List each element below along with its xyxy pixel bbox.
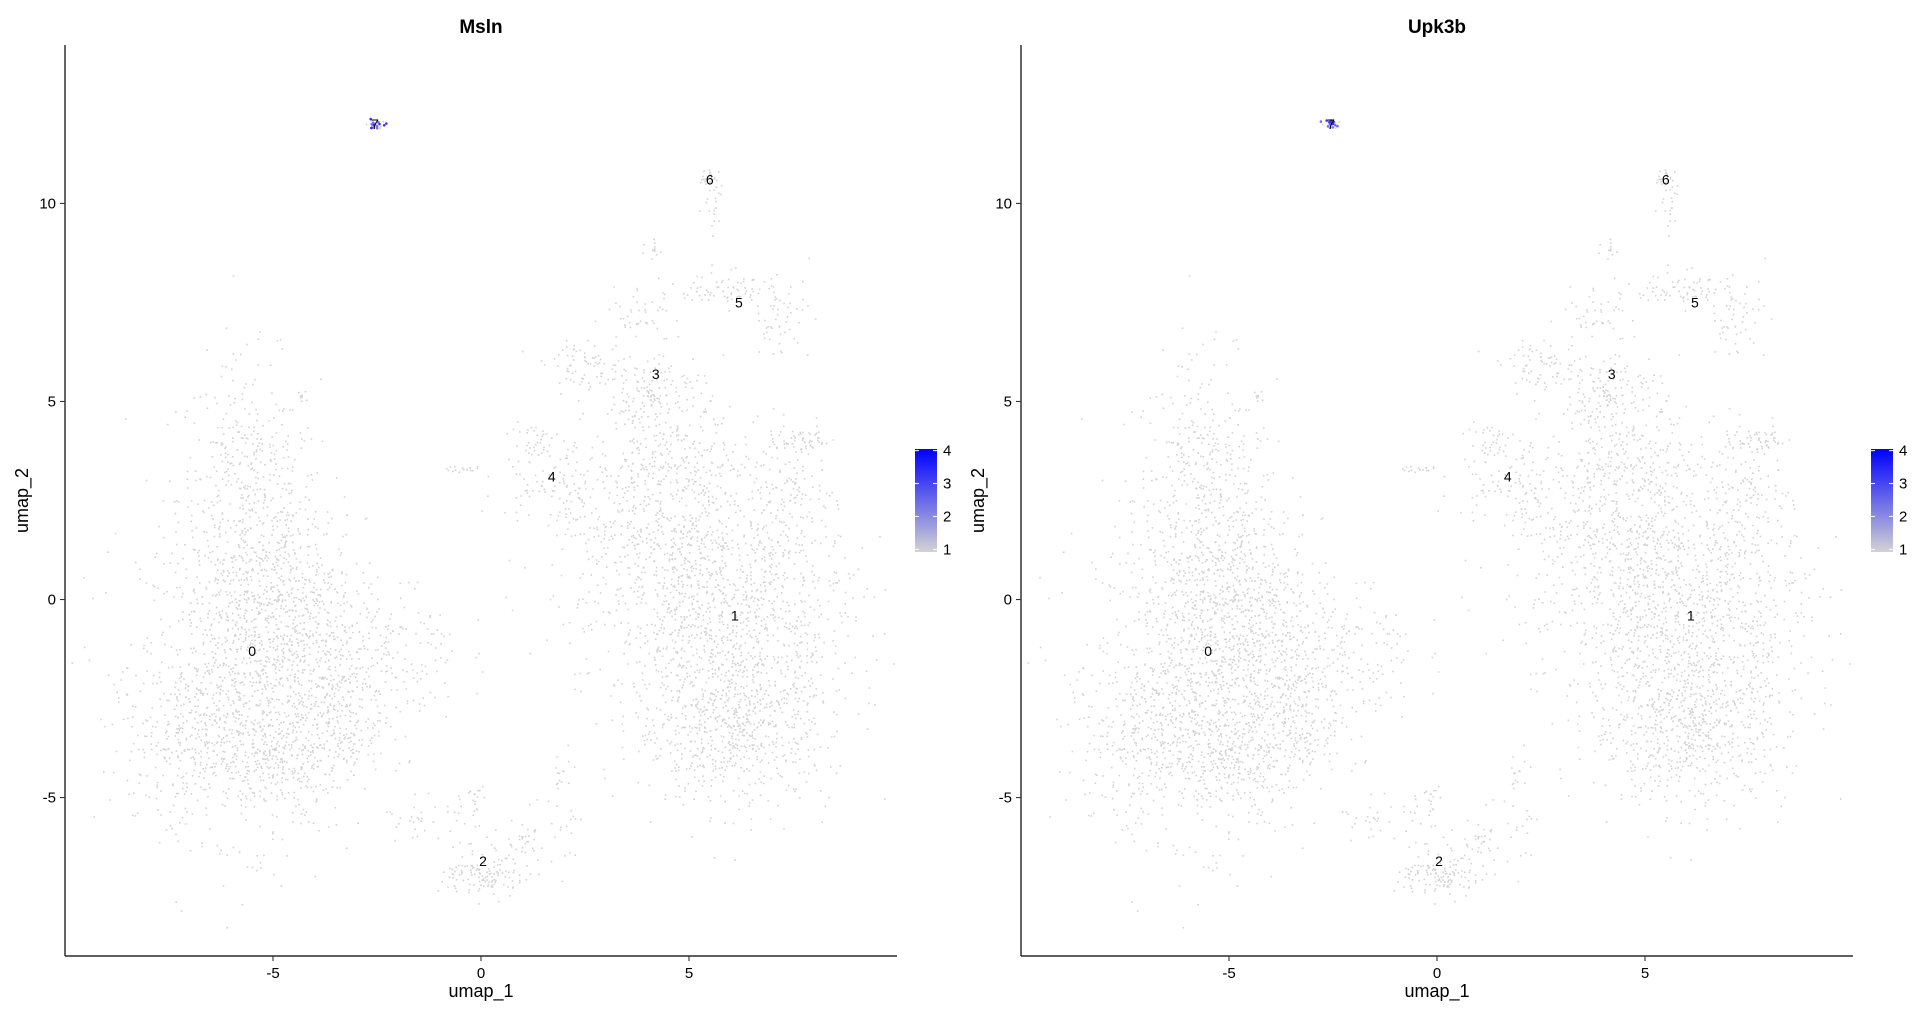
y-axis-label: umap_2 xyxy=(12,468,33,533)
cluster-label-2: 2 xyxy=(1435,853,1443,869)
x-tick-label: -5 xyxy=(266,965,279,982)
cluster-label-2: 2 xyxy=(479,853,487,869)
y-tick-label: 10 xyxy=(39,195,56,212)
colorbar-tick-label: 1 xyxy=(1899,541,1907,558)
colorbar-tick-label: 2 xyxy=(1899,508,1907,525)
chart-title: Upk3b xyxy=(1408,17,1466,38)
expressing-cells xyxy=(1319,119,1339,129)
cell-points xyxy=(71,118,895,929)
cluster-label-4: 4 xyxy=(548,469,556,485)
cluster-label-5: 5 xyxy=(735,294,743,310)
cluster-label-6: 6 xyxy=(706,172,714,188)
y-tick-label: 5 xyxy=(48,393,56,410)
cluster-label-0: 0 xyxy=(1204,643,1212,659)
x-axis-label: umap_1 xyxy=(1404,981,1469,1002)
cluster-label-0: 0 xyxy=(248,643,256,659)
y-tick-label: 10 xyxy=(995,195,1012,212)
x-tick-label: 5 xyxy=(1641,965,1649,982)
colorbar-tick-label: 3 xyxy=(1899,476,1907,493)
y-tick-label: 0 xyxy=(48,592,56,609)
msln-panel: Msln -5 0 5 -5 0 5 10 umap_1 umap_2 0 1 2 3 4 5 6 7 1 2 3 4 xyxy=(12,17,951,1002)
cluster-label-6: 6 xyxy=(1662,172,1670,188)
cluster-label-7: 7 xyxy=(1327,116,1335,132)
cluster-label-4: 4 xyxy=(1504,469,1512,485)
colorbar-legend: 1 2 3 4 xyxy=(915,443,951,558)
x-tick-label: 0 xyxy=(477,965,485,982)
y-tick-label: 0 xyxy=(1004,592,1012,609)
cluster-label-5: 5 xyxy=(1691,294,1699,310)
cell-points xyxy=(1027,118,1851,929)
cluster-label-1: 1 xyxy=(1687,607,1695,623)
colorbar-tick-label: 3 xyxy=(943,476,951,493)
colorbar-legend: 1 2 3 4 xyxy=(1871,443,1907,558)
cluster-label-7: 7 xyxy=(371,116,379,132)
colorbar-tick-label: 2 xyxy=(943,508,951,525)
cluster-label-3: 3 xyxy=(652,366,660,382)
upk3b-panel: Upk3b -5 0 5 -5 0 5 10 umap_1 umap_2 0 1 2 3 4 5 6 7 1 2 3 4 xyxy=(968,17,1907,1002)
y-tick-label: -5 xyxy=(43,790,56,807)
x-tick-label: 5 xyxy=(685,965,693,982)
chart-title: Msln xyxy=(459,17,502,38)
colorbar-tick-label: 4 xyxy=(943,443,951,460)
colorbar-tick-label: 1 xyxy=(943,541,951,558)
colorbar xyxy=(915,449,937,552)
x-tick-label: 0 xyxy=(1433,965,1441,982)
colorbar-tick-label: 4 xyxy=(1899,443,1907,460)
x-axis-label: umap_1 xyxy=(448,981,513,1002)
cluster-label-3: 3 xyxy=(1608,366,1616,382)
x-tick-label: -5 xyxy=(1222,965,1235,982)
y-tick-label: 5 xyxy=(1004,393,1012,410)
colorbar xyxy=(1871,449,1893,552)
y-axis-label: umap_2 xyxy=(968,468,989,533)
expressing-cells xyxy=(369,117,388,130)
y-tick-label: -5 xyxy=(999,790,1012,807)
cluster-label-1: 1 xyxy=(731,607,739,623)
